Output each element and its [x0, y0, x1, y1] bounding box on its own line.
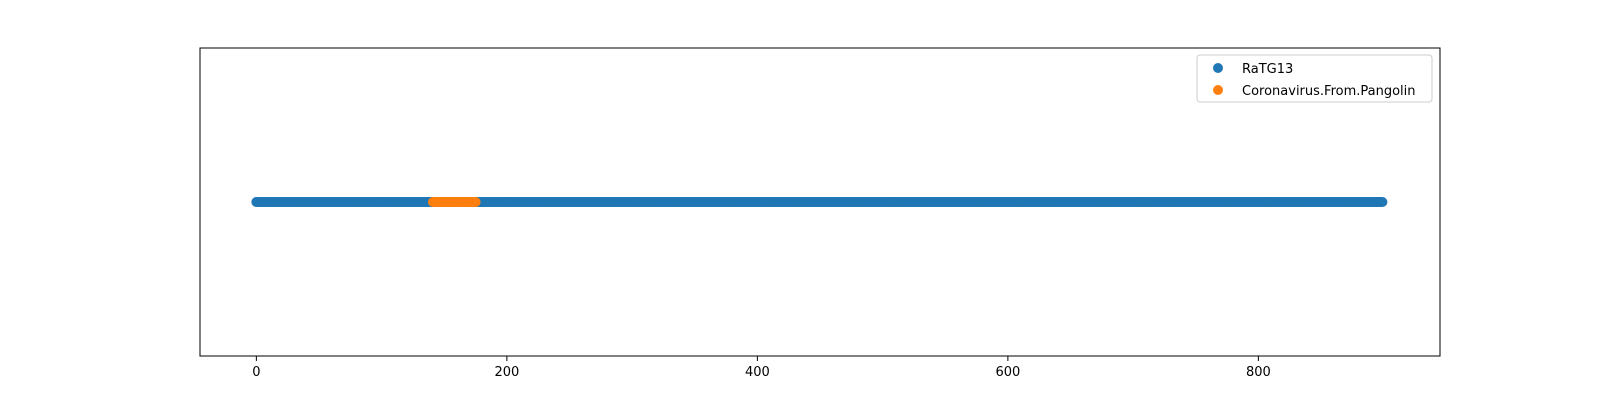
series-1	[427, 197, 481, 207]
legend: RaTG13 Coronavirus.From.Pangolin	[1196, 54, 1433, 103]
legend-marker	[1213, 63, 1223, 73]
x-axis: 0 200 400 600 800	[252, 356, 1271, 380]
series-0	[251, 197, 1388, 207]
data-point	[470, 197, 481, 207]
legend-box	[1196, 54, 1433, 103]
x-tick-label: 400	[745, 365, 770, 380]
x-tick-label: 800	[1246, 365, 1271, 380]
legend-marker	[1213, 85, 1223, 95]
x-tick-label: 200	[494, 365, 519, 380]
x-tick-label: 0	[252, 365, 260, 380]
data-points	[251, 197, 1388, 207]
data-point	[1377, 197, 1388, 207]
x-tick-label: 600	[995, 365, 1020, 380]
plot-frame	[199, 47, 1441, 357]
legend-label: Coronavirus.From.Pangolin	[1242, 84, 1416, 99]
legend-label: RaTG13	[1242, 62, 1293, 77]
